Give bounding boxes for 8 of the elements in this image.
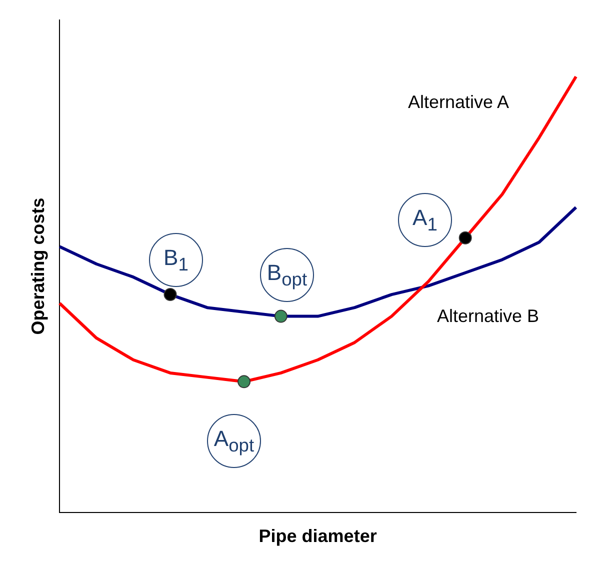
x-axis-title: Pipe diameter <box>258 526 377 546</box>
annotation: A$_{opt}$ <box>214 426 254 456</box>
text: Alternative A <box>408 92 510 113</box>
annotation: A$_{1}$ <box>412 204 438 236</box>
annotation: B$_{1}$ <box>164 244 188 276</box>
y-axis-title: Operating costs <box>28 198 48 335</box>
annotation: B$_{opt}$ <box>266 260 308 290</box>
series-label: Alternative B <box>437 306 540 327</box>
